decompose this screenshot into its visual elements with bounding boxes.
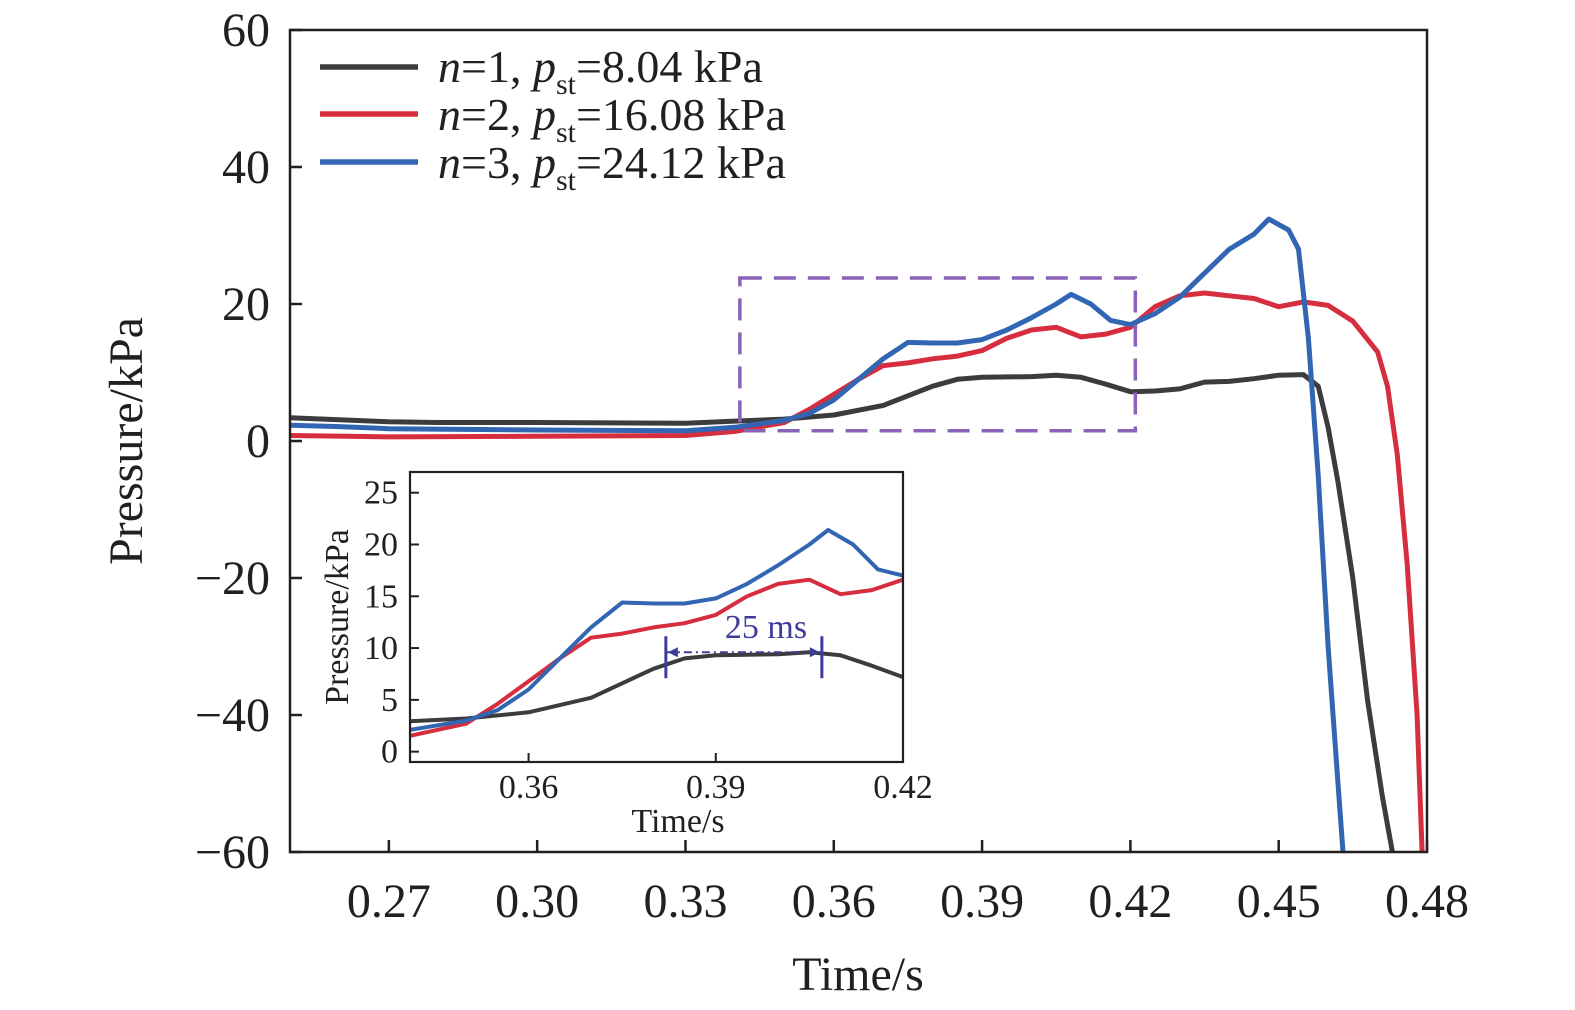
inset-series-line-n3 — [410, 528, 903, 732]
main-y-tick-label: 40 — [222, 141, 270, 194]
inset-series-line-n2 — [410, 576, 903, 738]
main-x-tick-label: 0.36 — [792, 875, 876, 928]
inset-y-tick-label: 20 — [364, 527, 398, 564]
main-x-tick-label: 0.45 — [1237, 875, 1321, 928]
legend-label-n1: n=1, pst=8.04 kPa — [438, 41, 763, 101]
legend-label-n3: n=3, pst=24.12 kPa — [438, 137, 786, 197]
main-y-tick-label: −20 — [195, 552, 270, 605]
inset-chart: 25 ms 0.36 0.39 0.42 25 20 15 10 5 0 Time/s Pre… — [319, 470, 933, 840]
main-x-tick-label: 0.33 — [643, 875, 727, 928]
inset-y-tick-label: 0 — [381, 734, 398, 771]
main-series-group — [290, 216, 1425, 852]
main-x-axis-label: Time/s — [792, 948, 924, 1001]
zoom-region-box-group — [738, 276, 1138, 433]
main-y-tick-label: −60 — [195, 826, 270, 879]
main-y-axis-label: Pressure/kPa — [100, 317, 153, 565]
main-x-tick-label: 0.30 — [495, 875, 579, 928]
main-x-tick-label: 0.42 — [1088, 875, 1172, 928]
inset-y-tick-label: 10 — [364, 630, 398, 667]
inset-x-axis-label: Time/s — [631, 803, 724, 840]
inset-interval-annotation: 25 ms — [664, 609, 824, 679]
main-y-tick-label: −40 — [195, 689, 270, 742]
main-y-ticks: 60 40 20 0 −20 −40 −60 — [195, 4, 302, 879]
inset-y-axis-label: Pressure/kPa — [319, 529, 356, 705]
inset-x-tick-label: 0.36 — [499, 769, 559, 806]
main-y-tick-label: 60 — [222, 4, 270, 57]
legend-item-n2: n=2, pst=16.08 kPa — [320, 89, 786, 149]
inset-series-line-n1 — [410, 650, 903, 724]
series-line-n3 — [290, 216, 1346, 852]
interval-arrow-left — [667, 647, 678, 658]
inset-y-ticks: 25 20 15 10 5 0 — [364, 475, 419, 771]
inset-series-group — [410, 528, 903, 738]
legend-item-n1: n=1, pst=8.04 kPa — [320, 41, 763, 101]
inset-y-tick-label: 25 — [364, 475, 398, 512]
legend-item-n3: n=3, pst=24.12 kPa — [320, 137, 786, 197]
main-x-ticks: 0.27 0.30 0.33 0.36 0.39 0.42 0.45 0.48 — [347, 840, 1469, 928]
main-x-tick-label: 0.39 — [940, 875, 1024, 928]
main-y-tick-label: 20 — [222, 278, 270, 331]
inset-x-tick-label: 0.39 — [686, 769, 746, 806]
series-line-n1 — [290, 372, 1395, 852]
inset-annotation-label: 25 ms — [725, 609, 807, 646]
zoom-region-box — [738, 276, 1138, 433]
legend: n=1, pst=8.04 kPa n=2, pst=16.08 kPa n=3… — [320, 41, 786, 197]
inset-y-tick-label: 15 — [364, 578, 398, 615]
main-y-tick-label: 0 — [246, 415, 270, 468]
inset-y-tick-label: 5 — [381, 682, 398, 719]
inset-plot-frame — [408, 470, 905, 764]
legend-label-n2: n=2, pst=16.08 kPa — [438, 89, 786, 149]
main-x-tick-label: 0.27 — [347, 875, 431, 928]
main-x-tick-label: 0.48 — [1385, 875, 1469, 928]
interval-arrow-right — [809, 647, 820, 658]
inset-x-tick-label: 0.42 — [873, 769, 933, 806]
inset-x-ticks: 0.36 0.39 0.42 — [499, 753, 933, 806]
